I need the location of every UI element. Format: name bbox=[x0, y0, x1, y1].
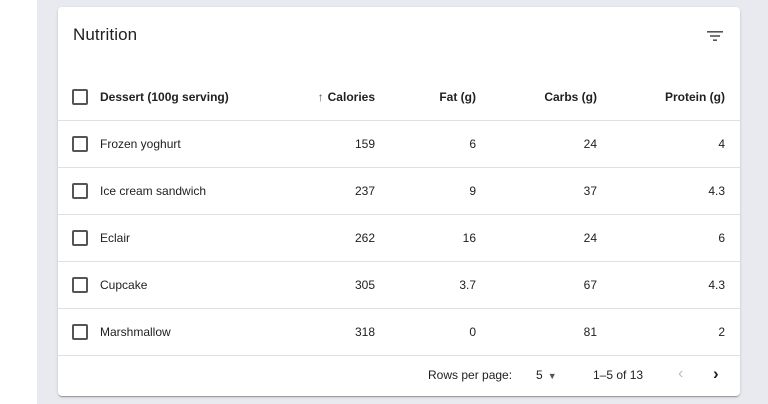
rows-per-page-label: Rows per page: bbox=[428, 368, 513, 382]
rows-per-page-select[interactable]: 5 ▼ bbox=[536, 368, 557, 382]
select-all-checkbox[interactable] bbox=[72, 88, 88, 105]
nutrition-table-card: Nutrition Dessert (100g serving) ↑ Calori… bbox=[58, 7, 740, 396]
row-checkbox[interactable] bbox=[72, 136, 88, 152]
cell-carbs: 67 bbox=[476, 261, 597, 309]
cell-calories: 318 bbox=[250, 308, 375, 356]
arrow-drop-down-icon: ▼ bbox=[547, 371, 557, 381]
nutrition-table: Dessert (100g serving) ↑ Calories Fat (g)… bbox=[58, 73, 740, 356]
cell-fat: 9 bbox=[375, 167, 476, 215]
table-row[interactable]: Cupcake 305 3.7 67 4.3 bbox=[58, 261, 740, 309]
cell-dessert: Cupcake bbox=[100, 261, 250, 309]
arrow-upward-icon: ↑ bbox=[317, 89, 324, 104]
rows-per-page-value: 5 bbox=[536, 368, 543, 382]
cell-dessert: Ice cream sandwich bbox=[100, 167, 250, 215]
table-header-row: Dessert (100g serving) ↑ Calories Fat (g)… bbox=[58, 73, 740, 121]
cell-dessert: Eclair bbox=[100, 214, 250, 262]
cell-fat: 0 bbox=[375, 308, 476, 356]
chevron-right-icon[interactable]: › bbox=[713, 364, 719, 383]
header-protein[interactable]: Protein (g) bbox=[597, 73, 725, 121]
cell-protein: 4.3 bbox=[597, 167, 725, 215]
row-checkbox[interactable] bbox=[72, 324, 88, 340]
header-dessert[interactable]: Dessert (100g serving) bbox=[100, 73, 250, 121]
table-pagination: Rows per page: 5 ▼ 1–5 of 13 ‹ › bbox=[58, 356, 740, 396]
select-all-cell bbox=[58, 73, 100, 121]
cell-fat: 6 bbox=[375, 120, 476, 168]
cell-calories: 305 bbox=[250, 261, 375, 309]
row-checkbox[interactable] bbox=[72, 277, 88, 293]
table-toolbar: Nutrition bbox=[58, 7, 740, 64]
cell-carbs: 37 bbox=[476, 167, 597, 215]
table-title: Nutrition bbox=[73, 25, 138, 44]
table-row[interactable]: Frozen yoghurt 159 6 24 4 bbox=[58, 120, 740, 168]
cell-calories: 159 bbox=[250, 120, 375, 168]
row-checkbox[interactable] bbox=[72, 183, 88, 199]
cell-carbs: 81 bbox=[476, 308, 597, 356]
header-calories[interactable]: ↑ Calories bbox=[250, 73, 375, 121]
cell-dessert: Frozen yoghurt bbox=[100, 120, 250, 168]
cell-fat: 3.7 bbox=[375, 261, 476, 309]
filter-button[interactable] bbox=[700, 21, 730, 51]
header-carbs[interactable]: Carbs (g) bbox=[476, 73, 597, 121]
cell-carbs: 24 bbox=[476, 120, 597, 168]
cell-protein: 4.3 bbox=[597, 261, 725, 309]
chevron-left-icon[interactable]: ‹ bbox=[678, 365, 684, 382]
cell-dessert: Marshmallow bbox=[100, 308, 250, 356]
pagination-range: 1–5 of 13 bbox=[593, 368, 644, 382]
table-row[interactable]: Marshmallow 318 0 81 2 bbox=[58, 308, 740, 356]
row-checkbox[interactable] bbox=[72, 230, 88, 246]
header-fat[interactable]: Fat (g) bbox=[375, 73, 476, 121]
cell-protein: 4 bbox=[597, 120, 725, 168]
filter-list-icon bbox=[707, 31, 723, 41]
header-padding bbox=[725, 73, 740, 121]
cell-calories: 262 bbox=[250, 214, 375, 262]
cell-protein: 2 bbox=[597, 308, 725, 356]
cell-carbs: 24 bbox=[476, 214, 597, 262]
table-row[interactable]: Ice cream sandwich 237 9 37 4.3 bbox=[58, 167, 740, 215]
table-row[interactable]: Eclair 262 16 24 6 bbox=[58, 214, 740, 262]
cell-protein: 6 bbox=[597, 214, 725, 262]
header-calories-label: Calories bbox=[327, 89, 375, 104]
cell-fat: 16 bbox=[375, 214, 476, 262]
cell-calories: 237 bbox=[250, 167, 375, 215]
